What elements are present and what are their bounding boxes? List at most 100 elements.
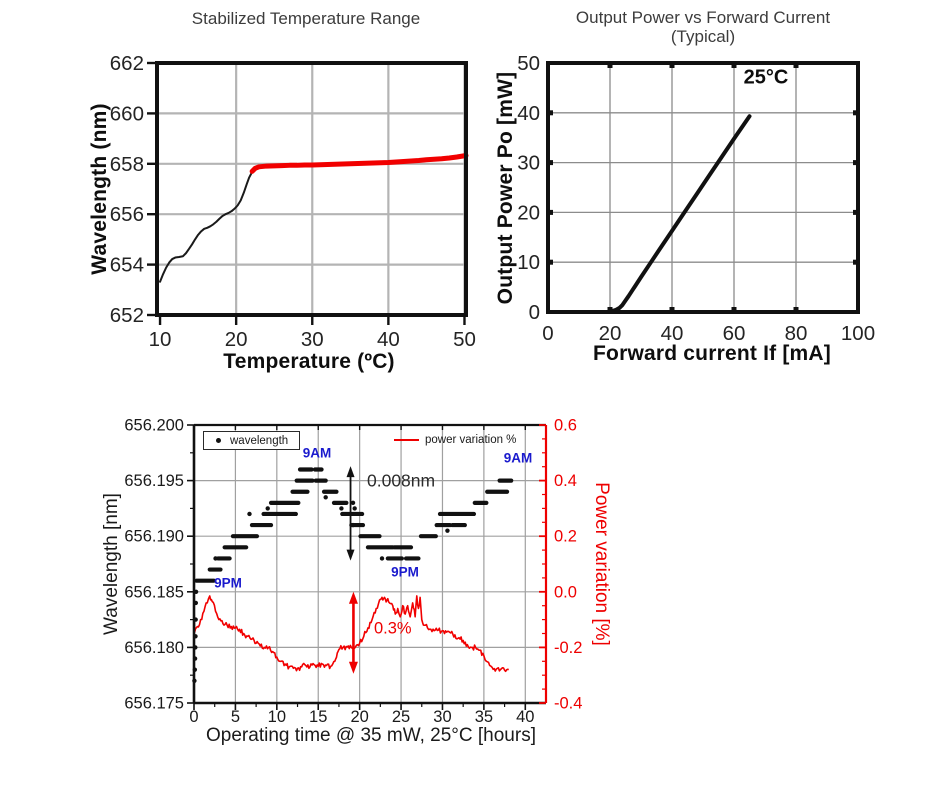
annotation-wavelength-delta: 0.008nm <box>367 470 436 491</box>
chart2-plot-border <box>546 61 860 314</box>
wavelength-dot-marker-icon <box>216 438 221 443</box>
chart2-top-tick <box>669 63 675 68</box>
chart3-x-tick-label: 20 <box>350 708 368 726</box>
chart2-bottom-tick <box>793 307 799 312</box>
chart3-wavelength-dot <box>247 511 252 517</box>
chart3-left-axis-label: Wavelength [nm] <box>101 493 122 635</box>
chart2-subtitle: (Typical) <box>670 27 736 46</box>
chart2-x-tick-label: 100 <box>841 322 875 345</box>
chart2-series-L-I-curve <box>608 114 752 314</box>
chart3-left-tick-label: 656.175 <box>124 695 184 713</box>
chart3-right-axis-label: Power variation [%] <box>591 482 612 646</box>
chart2-y-axis-label: Output Power Po [mW] <box>494 71 517 305</box>
chart2-y-tick-label: 50 <box>517 52 540 75</box>
annotation-9am-first: 9AM <box>302 445 332 461</box>
chart3-x-axis-label: Operating time @ 35 mW, 25°C [hours] <box>206 725 536 746</box>
chart1-y-tick-label: 662 <box>110 52 144 75</box>
chart2-bottom-tick <box>731 307 737 312</box>
chart3-left-tick-label: 656.190 <box>124 528 184 546</box>
chart3-arrowhead-up <box>348 591 358 604</box>
chart3-wavelength-dot <box>350 522 356 528</box>
chart1-x-tick-label: 30 <box>301 328 324 351</box>
legend-wavelength: wavelength <box>203 431 300 450</box>
chart3-x-tick-label: 5 <box>231 708 240 726</box>
chart3-wavelength-dot <box>445 528 450 533</box>
chart2-y-tick-label: 30 <box>517 152 540 175</box>
chart1-series-unstabilized-wavelength <box>159 170 254 283</box>
chart2-y-tick-label: 20 <box>517 201 540 224</box>
chart3-x-tick-label: 0 <box>189 708 198 726</box>
chart3-arrowhead-down <box>348 661 358 674</box>
chart1-y-axis-label: Wavelength (nm) <box>88 103 111 275</box>
chart3-right-tick-label: 0.6 <box>554 417 577 435</box>
chart2-top-tick <box>607 63 613 68</box>
chart3-wavelength-dot <box>213 556 218 561</box>
chart3-x-tick-label: 15 <box>309 708 327 726</box>
chart3-arrowhead-down <box>346 549 355 561</box>
chart2-left-tick <box>548 209 553 215</box>
chart3-x-tick-label: 30 <box>433 708 451 726</box>
chart2-y-tick-label: 0 <box>529 301 540 324</box>
chart2-x-tick-label: 20 <box>599 322 622 345</box>
chart2-left-tick <box>548 160 553 166</box>
legend-power-label: power variation % <box>425 434 517 446</box>
chart3-left-tick-label: 656.200 <box>124 417 184 435</box>
power-line-marker-icon <box>394 439 419 441</box>
chart3-wavelength-dot <box>339 506 344 511</box>
chart2-x-axis-label: Forward current If [mA] <box>593 342 831 365</box>
chart3-right-tick-label: -0.4 <box>554 695 582 713</box>
chart1-series-stabilized-wavelength <box>249 152 469 174</box>
chart3-left-tick-label: 656.195 <box>124 472 184 490</box>
chart3-wavelength-dot <box>350 500 356 506</box>
chart3-left-tick-label: 656.185 <box>124 583 184 601</box>
chart1-x-tick-label: 10 <box>149 328 172 351</box>
chart1-x-tick-label: 20 <box>225 328 248 351</box>
chart3-wavelength-dot <box>352 506 357 511</box>
chart1-y-tick-label: 654 <box>110 254 144 277</box>
chart3-power-variation-curve <box>193 595 509 673</box>
chart3-right-tick-label: -0.2 <box>554 639 582 657</box>
chart1-y-tick-label: 656 <box>110 203 144 226</box>
annotation-9pm-first: 9PM <box>214 575 242 591</box>
chart2-right-tick <box>853 110 858 116</box>
annotation-power-delta: 0.3% <box>374 619 412 638</box>
chart3-wavelength-dot <box>265 506 270 511</box>
chart2-title: Output Power vs Forward Current <box>575 8 831 27</box>
annotation-9am-second: 9AM <box>503 450 533 466</box>
legend-wavelength-label: wavelength <box>230 434 289 447</box>
chart2-x-tick-label: 40 <box>661 322 684 345</box>
chart2-y-tick-label: 40 <box>517 102 540 125</box>
chart3-x-tick-label: 10 <box>268 708 286 726</box>
annotation-9pm-second: 9PM <box>391 564 419 580</box>
chart1-x-tick-label: 50 <box>453 328 476 351</box>
chart1-plot-border <box>155 61 468 317</box>
chart2-y-tick-label: 10 <box>517 251 540 274</box>
chart1-x-axis-label: Temperature (ºC) <box>223 350 395 373</box>
chart2-left-tick <box>548 110 553 116</box>
chart3-right-tick-label: 0.2 <box>554 528 577 546</box>
chart3-x-tick-label: 40 <box>516 708 534 726</box>
chart3-right-tick-label: 0.0 <box>554 583 577 601</box>
chart2-right-tick <box>853 209 858 215</box>
chart1-y-tick-label: 658 <box>110 153 144 176</box>
chart2-right-tick <box>853 160 858 166</box>
chart1-x-tick-label: 40 <box>377 328 400 351</box>
chart1-y-tick-label: 652 <box>110 304 144 327</box>
chart2-x-tick-label: 0 <box>542 322 553 345</box>
chart3-x-tick-label: 35 <box>475 708 493 726</box>
chart1-y-tick-label: 660 <box>110 102 144 125</box>
chart3-x-tick-label: 25 <box>392 708 410 726</box>
chart3-right-tick-label: 0.4 <box>554 472 577 490</box>
chart3-left-tick-label: 656.180 <box>124 639 184 657</box>
chart2-bottom-tick <box>607 307 613 312</box>
chart2-temperature-annotation: 25°C <box>743 66 789 89</box>
chart3-arrowhead-up <box>346 466 355 478</box>
chart3-wavelength-dot <box>323 495 328 500</box>
chart2-left-tick <box>548 259 553 265</box>
chart2-bottom-tick <box>669 307 675 312</box>
chart2-x-tick-label: 60 <box>723 322 746 345</box>
chart2-top-tick <box>731 63 737 68</box>
chart3-wavelength-dot <box>379 556 385 561</box>
